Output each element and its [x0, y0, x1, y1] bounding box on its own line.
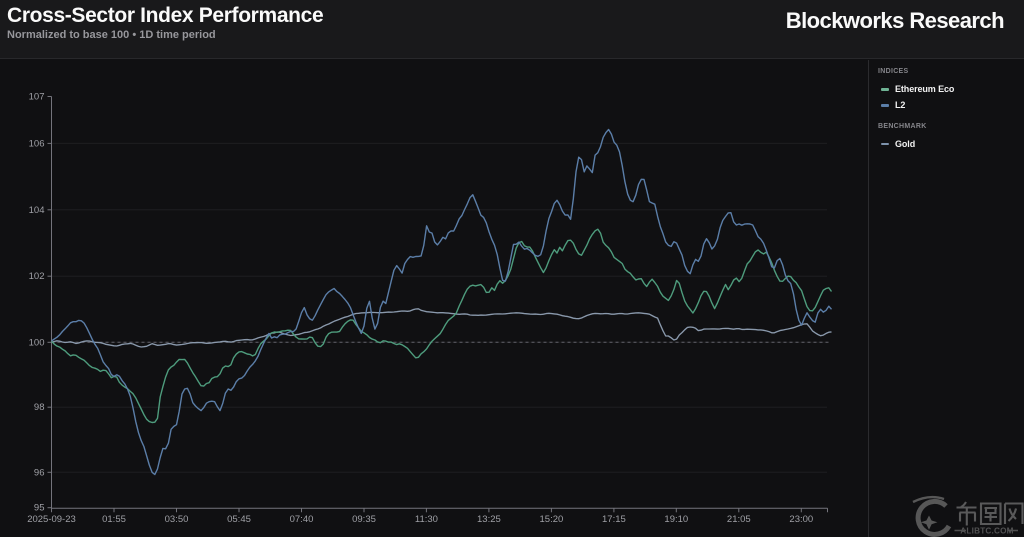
svg-text:21:05: 21:05	[727, 514, 751, 525]
svg-text:96: 96	[34, 467, 45, 478]
svg-text:19:10: 19:10	[664, 514, 688, 525]
svg-text:23:00: 23:00	[789, 514, 813, 525]
svg-text:2025-09-23: 2025-09-23	[27, 514, 76, 525]
svg-text:09:35: 09:35	[352, 514, 376, 525]
svg-text:104: 104	[29, 205, 45, 216]
svg-text:100: 100	[29, 337, 45, 348]
svg-text:102: 102	[29, 271, 45, 282]
svg-text:05:45: 05:45	[227, 514, 251, 525]
svg-text:98: 98	[34, 402, 45, 413]
svg-text:17:15: 17:15	[602, 514, 626, 525]
svg-text:07:40: 07:40	[290, 514, 314, 525]
svg-text:15:20: 15:20	[540, 514, 564, 525]
svg-text:13:25: 13:25	[477, 514, 501, 525]
svg-text:106: 106	[29, 138, 45, 149]
svg-text:ALIBTC.COM: ALIBTC.COM	[960, 527, 1013, 536]
svg-text:95: 95	[34, 503, 45, 514]
svg-text:107: 107	[29, 92, 45, 103]
svg-text:03:50: 03:50	[165, 514, 189, 525]
svg-text:01:55: 01:55	[102, 514, 126, 525]
svg-text:11:30: 11:30	[415, 514, 438, 525]
